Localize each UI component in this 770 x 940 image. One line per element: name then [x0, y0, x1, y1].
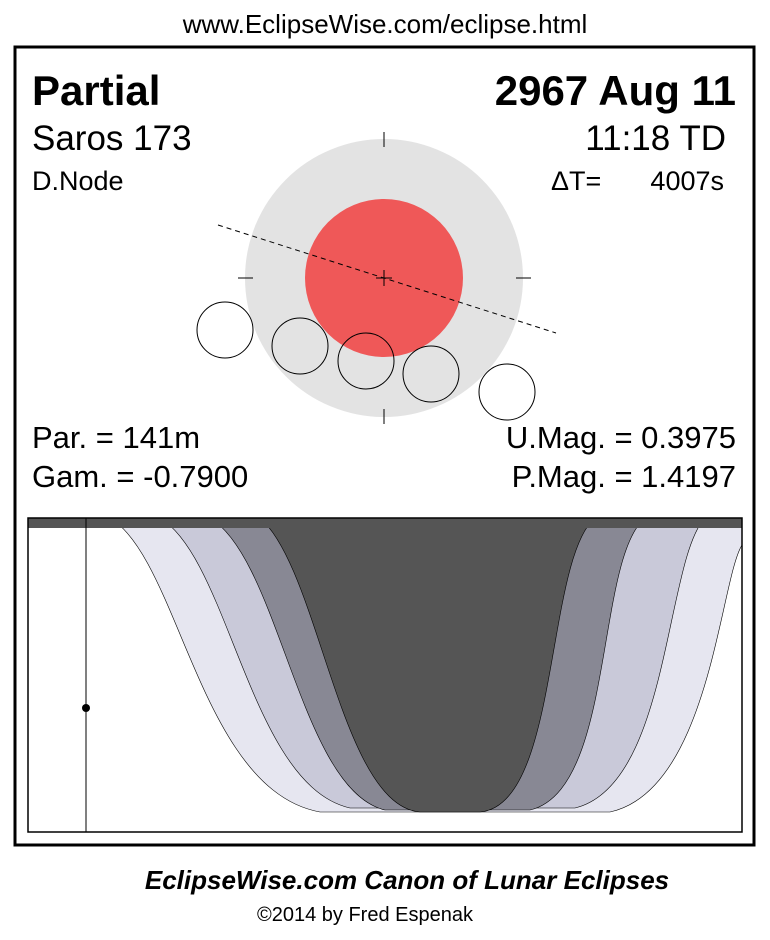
greatest-eclipse-point	[82, 704, 90, 712]
gam: Gam. = -0.7900	[32, 459, 248, 494]
time: 11:18 TD	[585, 119, 726, 158]
node: D.Node	[32, 166, 124, 196]
total-visibility-zone	[259, 518, 596, 813]
pmag: P.Mag. = 1.4197	[512, 459, 736, 494]
map-top-band	[28, 518, 742, 528]
par: Par. = 141m	[32, 420, 200, 455]
visibility-map	[27, 517, 743, 833]
delta-t: 4007s	[650, 166, 724, 196]
footer-title: EclipseWise.com Canon of Lunar Eclipses	[145, 865, 669, 895]
moon	[337, 332, 395, 390]
eclipse-diagram	[196, 132, 557, 424]
eclipse-date: 2967 Aug 11	[495, 67, 736, 114]
moon	[271, 317, 329, 375]
url: www.EclipseWise.com/eclipse.html	[182, 9, 588, 39]
delta-t-label: ΔT=	[551, 166, 601, 196]
map-border	[27, 517, 743, 833]
umag: U.Mag. = 0.3975	[506, 420, 736, 455]
copyright: ©2014 by Fred Espenak	[257, 904, 474, 926]
moon	[478, 363, 536, 421]
moon	[402, 345, 460, 403]
eclipse-type: Partial	[32, 67, 160, 114]
saros: Saros 173	[32, 119, 192, 158]
moon	[196, 301, 254, 359]
